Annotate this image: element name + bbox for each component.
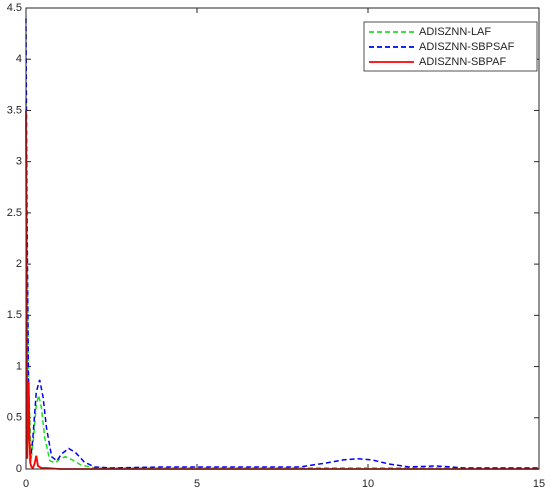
- x-tick-label: 0: [23, 478, 29, 490]
- x-tick-label: 15: [533, 478, 545, 490]
- series-line: [25, 110, 539, 470]
- x-tick-label: 5: [194, 478, 200, 490]
- y-tick-label: 1: [16, 360, 22, 372]
- y-tick-label: 0.5: [7, 412, 22, 424]
- legend-label: ADISZNN-SBPSAF: [419, 41, 515, 53]
- series-line: [25, 100, 539, 469]
- y-tick-label: 3: [16, 156, 22, 168]
- legend-label: ADISZNN-SBPAF: [419, 56, 506, 68]
- series-line: [25, 18, 539, 469]
- y-tick-label: 4: [16, 53, 22, 65]
- y-tick-label: 2.5: [7, 207, 22, 219]
- plot-area: [26, 8, 539, 469]
- x-tick-label: 10: [362, 478, 374, 490]
- axes-box: [25, 7, 540, 470]
- y-tick-label: 0: [16, 463, 22, 475]
- y-tick-label: 1.5: [7, 309, 22, 321]
- y-tick-label: 4.5: [7, 2, 22, 14]
- y-tick-label: 2: [16, 258, 22, 270]
- legend-label: ADISZNN-LAF: [419, 26, 491, 38]
- y-tick-label: 3.5: [7, 104, 22, 116]
